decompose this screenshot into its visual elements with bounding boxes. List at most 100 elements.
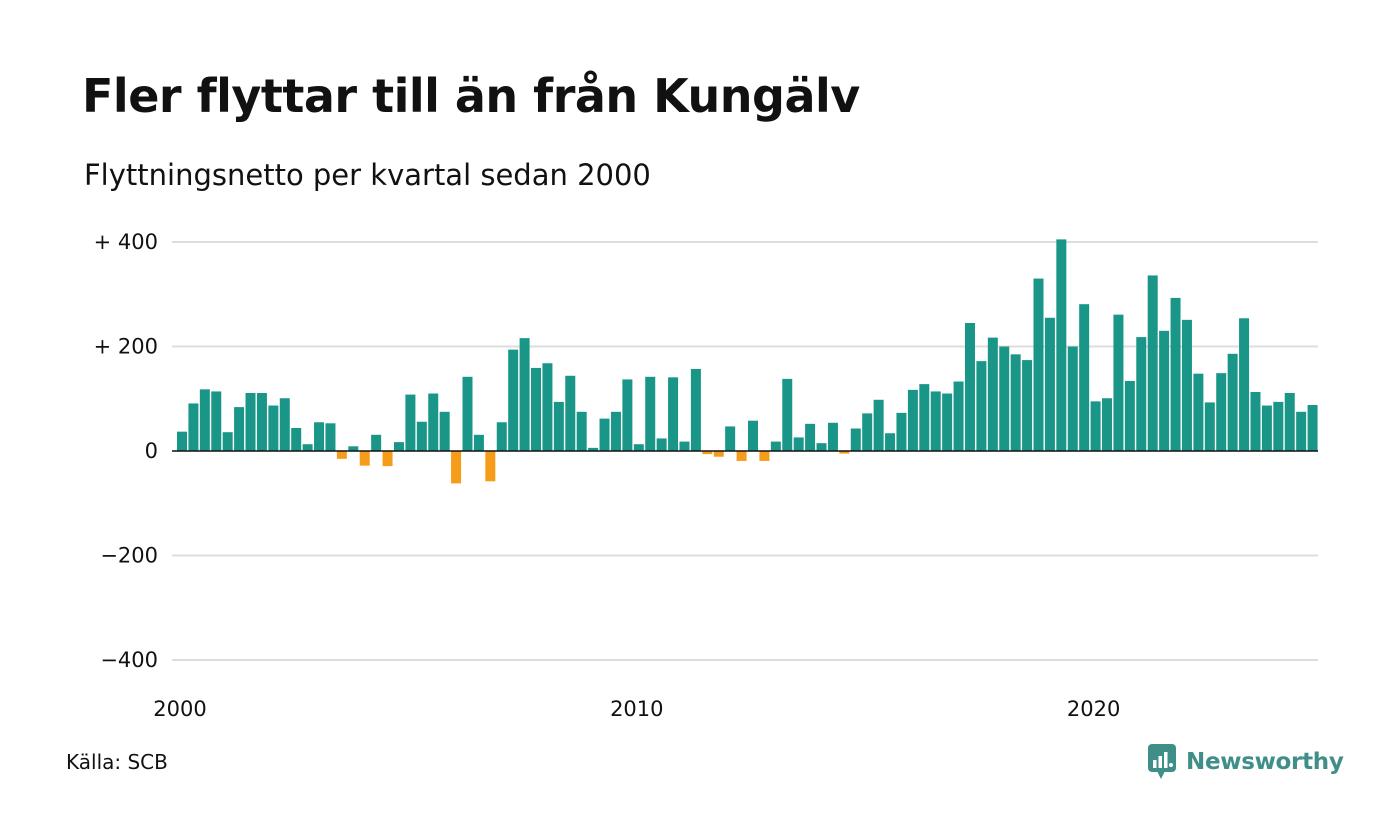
bar: [805, 423, 816, 451]
y-tick-label: + 200: [94, 335, 158, 359]
bar: [930, 391, 941, 451]
bar: [1204, 402, 1215, 451]
x-tick-label: 2020: [1067, 697, 1120, 721]
bar: [690, 368, 701, 451]
bar: [885, 433, 896, 451]
bar: [942, 393, 953, 451]
bar: [1022, 360, 1033, 451]
bar: [325, 423, 336, 451]
bar: [1250, 391, 1261, 451]
bar: [622, 379, 633, 451]
bar: [1044, 317, 1055, 451]
bar: [245, 393, 256, 451]
brand-name: Newsworthy: [1186, 749, 1344, 775]
bar: [1113, 314, 1124, 451]
bar: [964, 322, 975, 451]
y-axis-tick-labels: + 400 + 200 0 −200 −400: [94, 230, 158, 672]
bar: [291, 428, 302, 451]
bar: [736, 451, 747, 461]
brand-logo[interactable]: Newsworthy: [1148, 744, 1344, 780]
bar: [1227, 353, 1238, 451]
bar: [451, 451, 462, 484]
bar: [782, 378, 793, 451]
bar: [1239, 318, 1250, 451]
bar: [953, 381, 964, 451]
bar: [336, 451, 347, 459]
bar: [588, 447, 599, 451]
bar: [827, 422, 838, 451]
bar: [633, 444, 644, 451]
bar: [371, 434, 382, 451]
bar: [873, 399, 884, 451]
bar: [610, 411, 621, 451]
bar: [519, 338, 530, 451]
bar: [599, 418, 610, 451]
bar: [850, 428, 861, 451]
bar: [496, 422, 507, 451]
bar: [211, 391, 222, 451]
bar: [1216, 373, 1227, 451]
bar: [314, 422, 325, 451]
bar: [1079, 304, 1090, 451]
bar: [1307, 405, 1318, 451]
bar: [1284, 393, 1295, 451]
bar: [416, 421, 427, 451]
bar: [770, 441, 781, 451]
bar: [1090, 401, 1101, 451]
bar: [656, 438, 667, 451]
bar: [999, 346, 1010, 451]
source-note: Källa: SCB: [66, 750, 168, 774]
chart-title: Fler flyttar till än från Kungälv: [82, 69, 860, 123]
bar: [222, 432, 233, 451]
bar: [679, 441, 690, 451]
bar: [839, 451, 850, 454]
y-tick-label: −200: [100, 544, 158, 568]
bar: [645, 376, 656, 451]
bar: [268, 405, 279, 451]
bar: [531, 367, 542, 451]
bar: [1159, 330, 1170, 451]
newsworthy-logo-icon: [1148, 744, 1178, 780]
bar: [702, 451, 713, 455]
bar: [234, 407, 245, 451]
bar: [1033, 278, 1044, 451]
bar: [759, 451, 770, 461]
bar: [1136, 337, 1147, 451]
bar: [382, 451, 393, 467]
bar: [862, 413, 873, 451]
bar: [816, 443, 827, 451]
bar: [473, 434, 484, 451]
bar: [793, 437, 804, 451]
bar: [1181, 319, 1192, 451]
bar: [565, 375, 576, 451]
bar: [302, 444, 313, 451]
bar: [1273, 401, 1284, 451]
y-tick-label: 0: [145, 439, 158, 463]
bar: [485, 451, 496, 482]
bar: [462, 376, 473, 451]
bar: [1056, 239, 1067, 451]
bar: [553, 401, 564, 451]
grid-lines: [172, 241, 1318, 661]
bar: [987, 337, 998, 451]
bar: [919, 384, 930, 451]
bar: [713, 451, 724, 457]
x-axis-tick-labels: 2000 2010 2020: [153, 697, 1120, 721]
x-tick-label: 2000: [153, 697, 206, 721]
bar: [428, 393, 439, 451]
bar: [177, 431, 187, 451]
y-tick-label: + 400: [94, 230, 158, 254]
bar: [668, 377, 679, 451]
chart-subtitle: Flyttningsnetto per kvartal sedan 2000: [84, 158, 651, 192]
bar: [896, 412, 907, 451]
bar: [1261, 405, 1272, 451]
bar: [748, 420, 758, 451]
bar: [576, 411, 587, 451]
bar: [1102, 398, 1113, 451]
bar: [279, 398, 290, 451]
bar: [1124, 380, 1135, 451]
bar: [725, 426, 736, 451]
bar: [542, 363, 553, 451]
y-tick-label: −400: [100, 648, 158, 672]
